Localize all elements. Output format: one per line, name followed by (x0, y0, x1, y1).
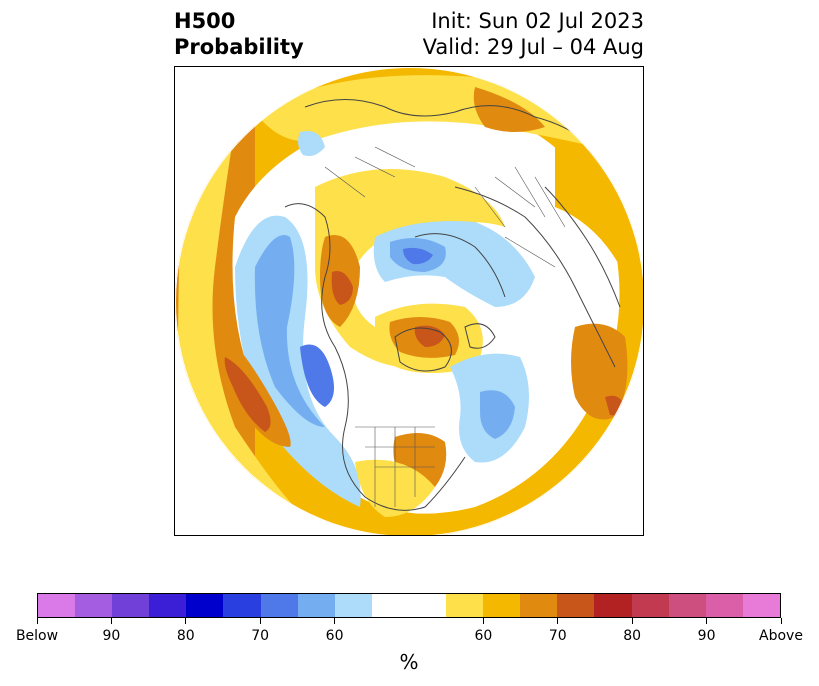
colorbar-swatch (520, 594, 558, 617)
north-pacific-above-dark (224, 357, 271, 432)
chart-title-right: Init: Sun 02 Jul 2023 Valid: 29 Jul – 04… (423, 8, 644, 60)
colorbar-tick-label: Above (759, 628, 803, 644)
top-above-orange (473, 87, 545, 132)
colorbar-swatch (446, 594, 484, 617)
colorbar-swatch (186, 594, 224, 617)
colorbar-swatch (742, 594, 780, 617)
init-label: Init: Sun 02 Jul 2023 (431, 9, 644, 33)
map-panel (174, 66, 644, 536)
colorbar-swatch (297, 594, 335, 617)
coastline-overlay (284, 99, 621, 511)
colorbar-tick-label: 80 (176, 628, 195, 644)
colorbar-swatch (557, 594, 595, 617)
east-above-orange (571, 323, 628, 420)
colorbar-swatch (223, 594, 261, 617)
colorbar-unit-label: % (399, 650, 419, 674)
colorbar-tick (36, 618, 38, 624)
colorbar-tick (482, 618, 484, 624)
colorbar-tick (706, 618, 708, 624)
colorbar-tick-label: 90 (697, 628, 716, 644)
variable-label: H500 (174, 9, 236, 33)
colorbar-tick-label: Below (15, 628, 59, 644)
colorbar-swatch (371, 594, 409, 617)
colorbar-swatch (334, 594, 372, 617)
colorbar-tick-label: 70 (548, 628, 567, 644)
siberia-above-yellow (315, 169, 505, 367)
colorbar-swatch (112, 594, 150, 617)
colorbar-tick-label: 60 (325, 628, 344, 644)
colorbar-tick (110, 618, 112, 624)
colorbar-tick (259, 618, 261, 624)
colorbar-swatch (149, 594, 187, 617)
valid-label: Valid: 29 Jul – 04 Aug (422, 35, 644, 59)
colorbar-tick-label: 70 (251, 628, 270, 644)
colorbar-swatch (631, 594, 669, 617)
colorbar-tick-label: 90 (102, 628, 121, 644)
east-pacific-below-mid (254, 235, 325, 427)
eurasia-below-dark (403, 247, 433, 265)
chart-title-left: H500 Probability (174, 8, 304, 60)
west-coast-below-dark (300, 344, 334, 407)
colorbar-swatch (483, 594, 521, 617)
alaska-below-light (298, 131, 325, 156)
colorbar-swatch (408, 594, 447, 617)
colorbar-swatch (705, 594, 743, 617)
colorbar-tick (631, 618, 633, 624)
probability-map (175, 67, 643, 535)
colorbar-tick (780, 618, 782, 624)
colorbar-tick (557, 618, 559, 624)
colorbar-tick-label: 80 (623, 628, 642, 644)
kamchatka-above-dark (331, 271, 353, 305)
colorbar-swatch (75, 594, 113, 617)
east-above-band (435, 67, 643, 535)
border-overlay (324, 146, 566, 507)
colorbar-swatch (38, 594, 76, 617)
colorbar-tick-label: 60 (474, 628, 493, 644)
colorbar-swatch (594, 594, 632, 617)
atlantic-below-mid (480, 390, 515, 439)
colorbar-tick (185, 618, 187, 624)
product-label: Probability (174, 35, 304, 59)
probability-shading (175, 67, 643, 535)
map-disk-edge (175, 67, 643, 535)
colorbar-swatch (668, 594, 706, 617)
colorbar-tick (334, 618, 336, 624)
colorbar-swatch (260, 594, 298, 617)
colorbar (37, 593, 781, 618)
